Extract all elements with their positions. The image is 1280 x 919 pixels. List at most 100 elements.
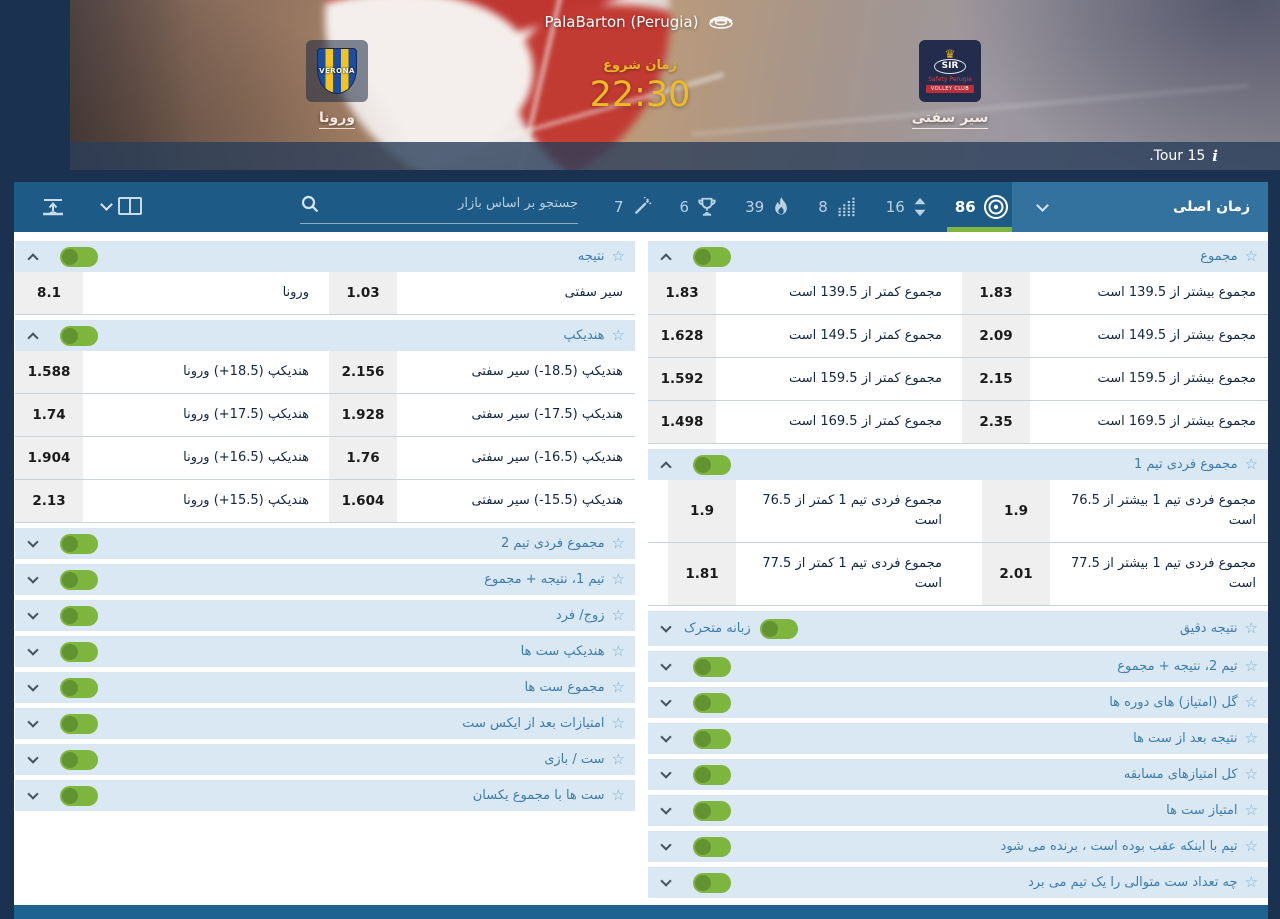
market-header[interactable]: ☆ ست ها با مجموع یکسان <box>15 780 635 811</box>
collapse-chevron-icon[interactable] <box>27 536 39 548</box>
star-icon[interactable]: ☆ <box>611 750 625 768</box>
moving-tab-toggle[interactable] <box>60 713 98 734</box>
moving-tab-toggle[interactable] <box>60 533 98 554</box>
bet-option[interactable]: مجموع فردی تیم 1 بیشتر از 76.5 است 1.9 <box>962 480 1268 542</box>
star-icon[interactable]: ☆ <box>611 534 625 552</box>
moving-tab-toggle[interactable] <box>60 605 98 626</box>
bet-option[interactable]: هندیکپ ‎(-18.5)‎ سیر سفتی 2.156 <box>329 351 635 393</box>
star-icon[interactable]: ☆ <box>1244 693 1258 711</box>
market-header[interactable]: ☆ هندیکپ <box>15 320 635 351</box>
market-header[interactable]: ☆ مجموع فردی تیم 1 <box>648 449 1268 480</box>
moving-tab-toggle[interactable] <box>60 677 98 698</box>
market-header[interactable]: ☆ زوج/ فرد <box>15 600 635 631</box>
market-filter[interactable]: 39 <box>745 182 791 232</box>
market-header[interactable]: ☆ نتیجه <box>15 241 635 272</box>
bet-option[interactable]: ورونا 8.1 <box>15 272 321 314</box>
star-icon[interactable]: ☆ <box>611 326 625 344</box>
bet-option[interactable]: مجموع کمتر از 159.5 است 1.592 <box>648 358 954 400</box>
collapse-chevron-icon[interactable] <box>660 803 672 815</box>
away-team-name[interactable]: سیر سفتی <box>911 110 989 129</box>
bet-option[interactable]: هندیکپ ‎(+16.5)‎ ورونا 1.904 <box>15 437 321 479</box>
collapse-chevron-icon[interactable] <box>27 680 39 692</box>
bet-option[interactable]: هندیکپ ‎(+15.5)‎ ورونا 2.13 <box>15 480 321 522</box>
bet-option[interactable]: سیر سفتی 1.03 <box>329 272 635 314</box>
market-header[interactable]: ☆ مجموع <box>648 241 1268 272</box>
star-icon[interactable]: ☆ <box>611 678 625 696</box>
bet-option[interactable]: مجموع بیشتر از 149.5 است 2.09 <box>962 315 1268 357</box>
star-icon[interactable]: ☆ <box>1244 247 1258 265</box>
market-header[interactable]: ☆ کل امتیازهای مسابقه <box>648 759 1268 790</box>
market-header[interactable]: ☆ تیم با اینکه عقب بوده است ، برنده می ش… <box>648 831 1268 862</box>
star-icon[interactable]: ☆ <box>1244 729 1258 747</box>
bet-option[interactable]: مجموع کمتر از 169.5 است 1.498 <box>648 401 954 443</box>
moving-tab-toggle[interactable] <box>60 641 98 662</box>
moving-tab-toggle[interactable] <box>60 246 98 267</box>
star-icon[interactable]: ☆ <box>611 642 625 660</box>
bet-option[interactable]: مجموع بیشتر از 169.5 است 2.35 <box>962 401 1268 443</box>
market-header[interactable]: ☆ تیم 2، نتیجه + مجموع <box>648 651 1268 682</box>
market-header[interactable]: ☆ مجموع ست ها <box>15 672 635 703</box>
star-icon[interactable]: ☆ <box>611 606 625 624</box>
market-header[interactable]: ☆ گل (امتیاز) های دوره ها <box>648 687 1268 718</box>
bet-option[interactable]: مجموع کمتر از 149.5 است 1.628 <box>648 315 954 357</box>
market-header[interactable]: ☆ مجموع فردی تیم 2 <box>15 528 635 559</box>
collapse-chevron-icon[interactable] <box>660 731 672 743</box>
collapse-chevron-icon[interactable] <box>660 695 672 707</box>
moving-tab-toggle[interactable] <box>60 569 98 590</box>
collapse-chevron-icon[interactable] <box>27 608 39 620</box>
collapse-chevron-icon[interactable] <box>27 752 39 764</box>
moving-tab-toggle[interactable] <box>60 749 98 770</box>
collapse-chevron-icon[interactable] <box>27 572 39 584</box>
market-filter[interactable]: 7 <box>614 182 653 232</box>
star-icon[interactable]: ☆ <box>1244 765 1258 783</box>
bet-option[interactable]: مجموع کمتر از 139.5 است 1.83 <box>648 272 954 314</box>
collapse-chevron-icon[interactable] <box>660 839 672 851</box>
star-icon[interactable]: ☆ <box>611 786 625 804</box>
bet-option[interactable]: مجموع فردی تیم 1 کمتر از 77.5 است 1.81 <box>648 543 954 605</box>
moving-tab-toggle[interactable] <box>693 246 731 267</box>
market-header[interactable]: ☆ هندیکپ ست ها <box>15 636 635 667</box>
collapse-chevron-icon[interactable] <box>27 788 39 800</box>
market-header[interactable]: ☆ ست / بازی <box>15 744 635 775</box>
market-header[interactable]: ☆ امتیاز ست ها <box>648 795 1268 826</box>
bet-option[interactable]: هندیکپ ‎(-16.5)‎ سیر سفتی 1.76 <box>329 437 635 479</box>
market-header[interactable]: ☆ نتیجه دقیق زبانه متحرک <box>648 611 1268 646</box>
star-icon[interactable]: ☆ <box>1244 873 1258 891</box>
home-team-name[interactable]: ورونا <box>319 110 355 129</box>
collapse-chevron-icon[interactable] <box>660 253 672 265</box>
collapse-chevron-icon[interactable] <box>27 253 39 265</box>
star-icon[interactable]: ☆ <box>611 714 625 732</box>
collapse-chevron-icon[interactable] <box>660 621 672 633</box>
moving-tab-toggle[interactable] <box>693 800 731 821</box>
market-header[interactable]: ☆ چه تعداد ست متوالی را یک تیم می برد <box>648 867 1268 898</box>
moving-tab-toggle[interactable] <box>60 325 98 346</box>
collapse-chevron-icon[interactable] <box>660 461 672 473</box>
moving-tab-toggle[interactable] <box>693 836 731 857</box>
moving-tab-toggle[interactable] <box>693 728 731 749</box>
market-filter[interactable]: 6 <box>680 182 719 232</box>
bet-option[interactable]: هندیکپ ‎(-17.5)‎ سیر سفتی 1.928 <box>329 394 635 436</box>
collapse-chevron-icon[interactable] <box>660 659 672 671</box>
market-header[interactable]: ☆ تیم 1، نتیجه + مجموع <box>15 564 635 595</box>
bet-option[interactable]: مجموع فردی تیم 1 کمتر از 76.5 است 1.9 <box>648 480 954 542</box>
bet-option[interactable]: مجموع فردی تیم 1 بیشتر از 77.5 است 2.01 <box>962 543 1268 605</box>
moving-tab-toggle[interactable] <box>693 872 731 893</box>
star-icon[interactable]: ☆ <box>1244 619 1258 637</box>
star-icon[interactable]: ☆ <box>1244 455 1258 473</box>
collapse-all-icon[interactable] <box>40 195 66 223</box>
moving-tab-toggle[interactable] <box>693 764 731 785</box>
moving-tab-toggle[interactable] <box>693 454 731 475</box>
info-icon[interactable]: i <box>1212 147 1218 165</box>
collapse-chevron-icon[interactable] <box>27 644 39 656</box>
search-input[interactable] <box>328 190 578 211</box>
bet-option[interactable]: مجموع بیشتر از 139.5 است 1.83 <box>962 272 1268 314</box>
collapse-chevron-icon[interactable] <box>27 332 39 344</box>
market-header[interactable]: ☆ امتیازات بعد از ایکس ست <box>15 708 635 739</box>
bet-option[interactable]: هندیکپ ‎(-15.5)‎ سیر سفتی 1.604 <box>329 480 635 522</box>
moving-tab-toggle[interactable] <box>693 692 731 713</box>
market-header[interactable]: ☆ نتیجه بعد از ست ها <box>648 723 1268 754</box>
layout-columns-control[interactable] <box>100 196 143 216</box>
star-icon[interactable]: ☆ <box>611 247 625 265</box>
bet-option[interactable]: هندیکپ ‎(+17.5)‎ ورونا 1.74 <box>15 394 321 436</box>
bet-option[interactable]: مجموع بیشتر از 159.5 است 2.15 <box>962 358 1268 400</box>
